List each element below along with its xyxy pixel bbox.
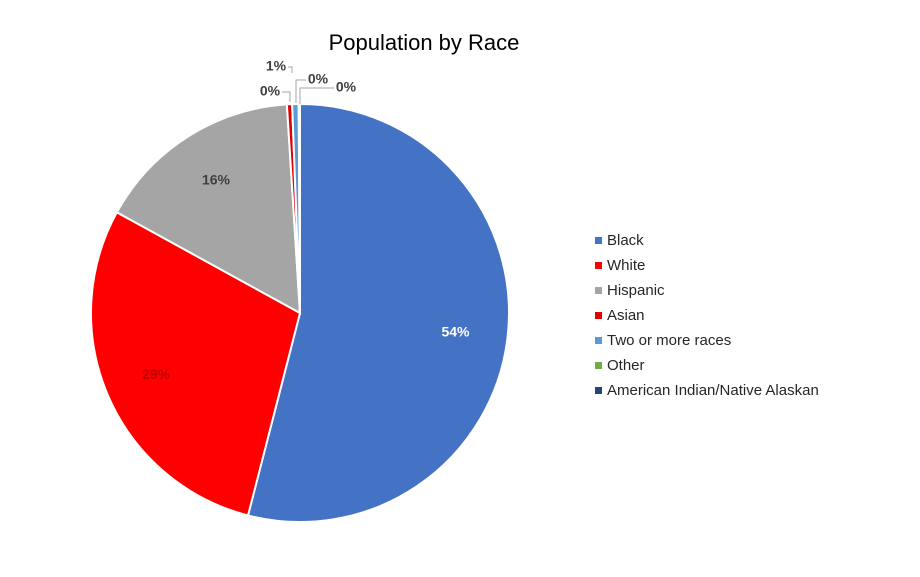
pie-slice-american-indian-native-alaskan xyxy=(298,102,301,314)
data-label-black: 54% xyxy=(441,323,470,339)
data-label-hispanic: 16% xyxy=(202,171,231,187)
legend-swatch xyxy=(595,337,602,344)
legend-item: White xyxy=(595,253,819,278)
legend-item: Other xyxy=(595,353,819,378)
legend-label: Hispanic xyxy=(607,282,665,299)
legend-label: Black xyxy=(607,232,644,249)
legend-item: Black xyxy=(595,228,819,253)
data-label-two-or-more-races: 1% xyxy=(266,58,287,74)
leader-lines xyxy=(282,66,334,104)
legend-item: American Indian/Native Alaskan xyxy=(595,378,819,403)
legend-label: Two or more races xyxy=(607,332,732,349)
leader-line xyxy=(288,66,293,73)
data-label-asian: 0% xyxy=(260,83,281,99)
leader-line xyxy=(295,79,306,103)
data-label-american-indian-native-alaskan: 0% xyxy=(336,79,357,95)
legend-swatch xyxy=(595,387,602,394)
pie-slices xyxy=(90,102,510,523)
legend-swatch xyxy=(595,262,602,269)
leader-line xyxy=(299,87,334,104)
legend-label: Other xyxy=(607,357,645,374)
legend-swatch xyxy=(595,237,602,244)
legend-item: Asian xyxy=(595,303,819,328)
pie-slice-hispanic xyxy=(115,103,302,315)
legend-swatch xyxy=(595,287,602,294)
data-labels: 54% 29% 16% 0% 1% 0% 0% xyxy=(142,58,470,382)
legend-item: Hispanic xyxy=(595,278,819,303)
legend-label: Asian xyxy=(607,307,645,324)
pie-slice-white xyxy=(90,210,302,517)
legend: Black White Hispanic Asian Two or more races… xyxy=(595,228,819,403)
legend-item: Two or more races xyxy=(595,328,819,353)
legend-label: White xyxy=(607,257,646,274)
pie-slice-black xyxy=(246,102,510,523)
legend-label: American Indian/Native Alaskan xyxy=(607,382,819,399)
data-label-white: 29% xyxy=(142,366,171,382)
chart-title: Population by Race xyxy=(328,30,520,55)
legend-swatch xyxy=(595,362,602,369)
legend-swatch xyxy=(595,312,602,319)
leader-line xyxy=(282,91,291,102)
data-label-other: 0% xyxy=(308,71,329,87)
